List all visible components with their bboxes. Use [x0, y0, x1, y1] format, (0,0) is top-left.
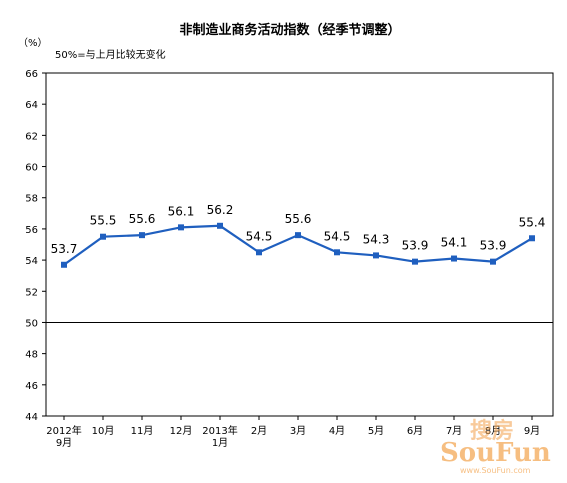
y-tick-label: 44: [25, 412, 38, 423]
x-tick-label: 8月: [485, 425, 501, 437]
data-label: 54.1: [441, 236, 468, 250]
data-point: [412, 258, 418, 265]
x-tick-label: 9月: [524, 425, 540, 437]
data-label: 56.2: [207, 203, 234, 217]
y-tick-label: 54: [25, 256, 38, 267]
chart-title: 非制造业商务活动指数（经季节调整）: [179, 22, 400, 38]
y-tick-label: 66: [25, 69, 38, 80]
data-label: 54.5: [324, 229, 351, 243]
y-tick-label: 50: [25, 318, 38, 329]
data-point: [139, 232, 145, 239]
x-tick-label: 5月: [368, 425, 384, 437]
data-point: [529, 235, 535, 242]
data-point: [334, 249, 340, 256]
x-tick-label: 3月: [290, 425, 306, 437]
data-point: [295, 232, 301, 239]
data-label: 54.5: [246, 229, 273, 243]
y-tick-label: 58: [25, 194, 38, 205]
data-label: 55.6: [129, 212, 156, 226]
data-point: [217, 222, 223, 229]
plot-frame: [45, 72, 554, 417]
y-tick-label: 52: [25, 287, 38, 298]
watermark-cn: 搜房: [470, 418, 514, 444]
y-tick-label: 46: [25, 381, 38, 392]
data-label: 55.6: [285, 212, 312, 226]
x-tick-label: 9月: [56, 437, 72, 449]
data-label: 53.9: [480, 239, 507, 253]
data-point: [100, 233, 106, 240]
y-tick-label: 48: [25, 350, 38, 361]
data-label: 54.3: [363, 232, 390, 246]
data-label: 53.9: [402, 239, 429, 253]
data-point: [373, 252, 379, 259]
data-point: [490, 258, 496, 265]
x-tick-label: 6月: [407, 425, 423, 437]
y-tick-label: 64: [25, 100, 38, 111]
data-label: 53.7: [51, 242, 78, 256]
data-label: 55.5: [90, 214, 117, 228]
x-tick-label: 12月: [170, 425, 193, 437]
y-tick-label: 56: [25, 225, 38, 236]
data-label: 56.1: [168, 204, 195, 218]
data-label: 55.4: [519, 215, 546, 229]
y-tick-label: 62: [25, 131, 38, 142]
x-tick-label: 2月: [251, 425, 267, 437]
watermark-en: SouFun: [440, 438, 551, 468]
x-tick-label: 2012年: [46, 424, 81, 437]
x-tick-label: 11月: [131, 425, 154, 437]
x-tick-label: 4月: [329, 425, 345, 437]
x-tick-label: 1月: [212, 437, 228, 449]
x-tick-label: 2013年: [202, 424, 237, 437]
data-point: [451, 255, 457, 262]
data-point: [61, 261, 67, 268]
data-point: [256, 249, 262, 256]
soufun-watermark: 搜房 SouFun www.SouFun.com: [440, 418, 551, 475]
y-axis-label: （%）: [18, 37, 48, 49]
watermark-url: www.SouFun.com: [460, 466, 531, 475]
x-tick-label: 7月: [446, 425, 462, 437]
data-point: [178, 224, 184, 231]
y-tick-label: 60: [25, 163, 38, 174]
chart-note: 50%=与上月比较无变化: [55, 48, 166, 61]
x-tick-label: 10月: [92, 425, 115, 437]
